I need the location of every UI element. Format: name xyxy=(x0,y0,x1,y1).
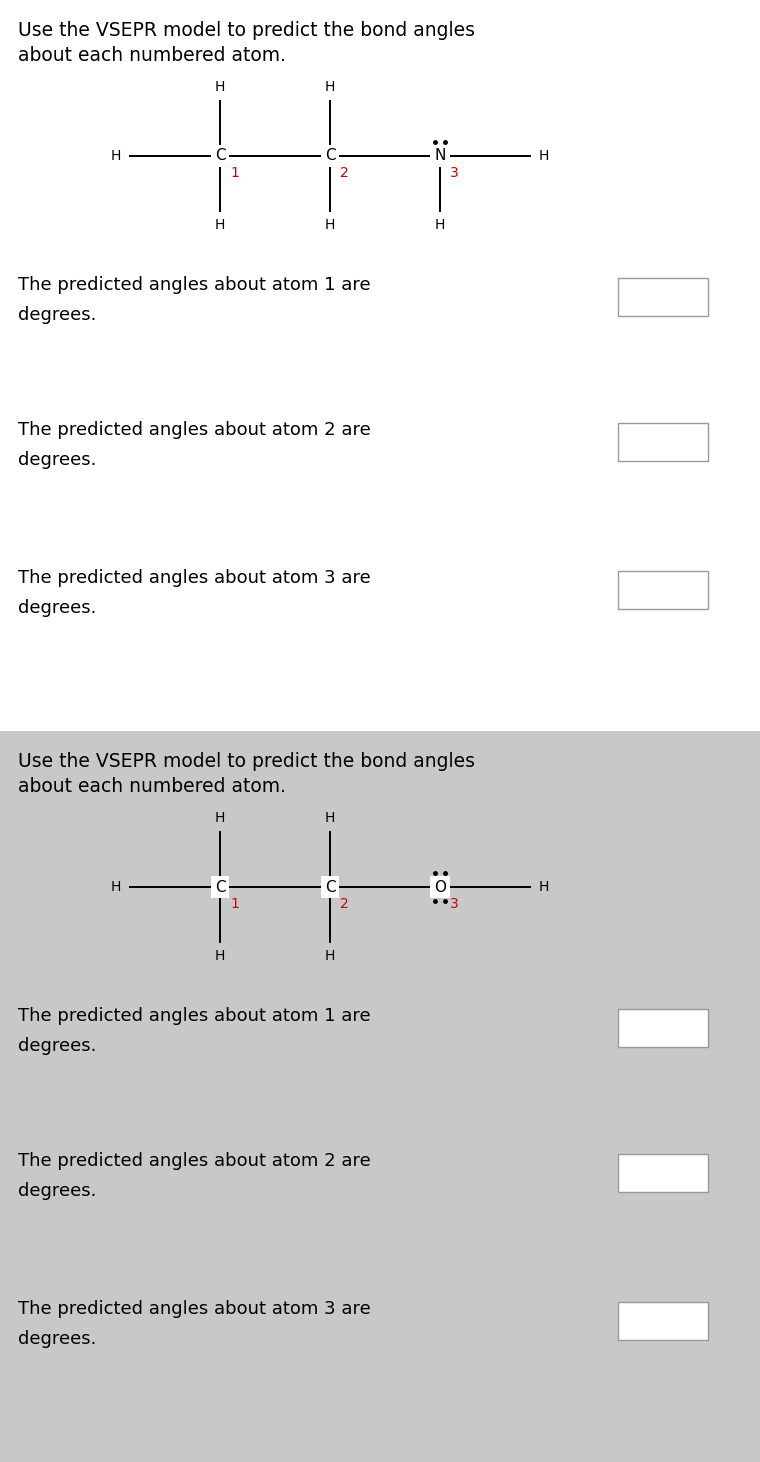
Text: degrees.: degrees. xyxy=(18,306,97,325)
Text: C: C xyxy=(214,880,225,895)
Text: degrees.: degrees. xyxy=(18,450,97,469)
Text: H: H xyxy=(111,149,121,162)
FancyBboxPatch shape xyxy=(618,1303,708,1341)
Text: 2: 2 xyxy=(340,898,349,911)
Text: 3: 3 xyxy=(450,898,459,911)
Text: H: H xyxy=(435,218,445,232)
Text: 2: 2 xyxy=(340,167,349,180)
Text: The predicted angles about atom 3 are: The predicted angles about atom 3 are xyxy=(18,569,371,588)
Text: The predicted angles about atom 1 are: The predicted angles about atom 1 are xyxy=(18,1007,371,1025)
Text: H: H xyxy=(539,149,549,162)
Text: The predicted angles about atom 1 are: The predicted angles about atom 1 are xyxy=(18,276,371,294)
Text: Use the VSEPR model to predict the bond angles
about each numbered atom.: Use the VSEPR model to predict the bond … xyxy=(18,20,475,64)
Text: H: H xyxy=(325,949,335,963)
Text: 3: 3 xyxy=(450,167,459,180)
Text: Use the VSEPR model to predict the bond angles
about each numbered atom.: Use the VSEPR model to predict the bond … xyxy=(18,751,475,795)
FancyBboxPatch shape xyxy=(618,572,708,610)
Text: degrees.: degrees. xyxy=(18,1037,97,1056)
Text: O: O xyxy=(434,880,446,895)
FancyBboxPatch shape xyxy=(618,423,708,461)
Text: 1: 1 xyxy=(230,898,239,911)
Text: H: H xyxy=(111,880,121,893)
Text: H: H xyxy=(325,80,335,94)
Text: degrees.: degrees. xyxy=(18,1330,97,1348)
Text: H: H xyxy=(215,80,225,94)
FancyBboxPatch shape xyxy=(618,278,708,316)
Text: H: H xyxy=(215,218,225,232)
Text: H: H xyxy=(325,811,335,825)
Text: C: C xyxy=(214,149,225,164)
Text: The predicted angles about atom 3 are: The predicted angles about atom 3 are xyxy=(18,1300,371,1319)
FancyBboxPatch shape xyxy=(618,1154,708,1192)
Text: C: C xyxy=(325,149,335,164)
Text: degrees.: degrees. xyxy=(18,599,97,617)
Text: H: H xyxy=(215,811,225,825)
Text: 1: 1 xyxy=(230,167,239,180)
Text: N: N xyxy=(434,149,445,164)
Text: H: H xyxy=(325,218,335,232)
FancyBboxPatch shape xyxy=(618,1009,708,1047)
Text: degrees.: degrees. xyxy=(18,1181,97,1200)
Text: H: H xyxy=(539,880,549,893)
Text: H: H xyxy=(215,949,225,963)
Text: The predicted angles about atom 2 are: The predicted angles about atom 2 are xyxy=(18,421,371,439)
Text: The predicted angles about atom 2 are: The predicted angles about atom 2 are xyxy=(18,1152,371,1170)
Text: C: C xyxy=(325,880,335,895)
